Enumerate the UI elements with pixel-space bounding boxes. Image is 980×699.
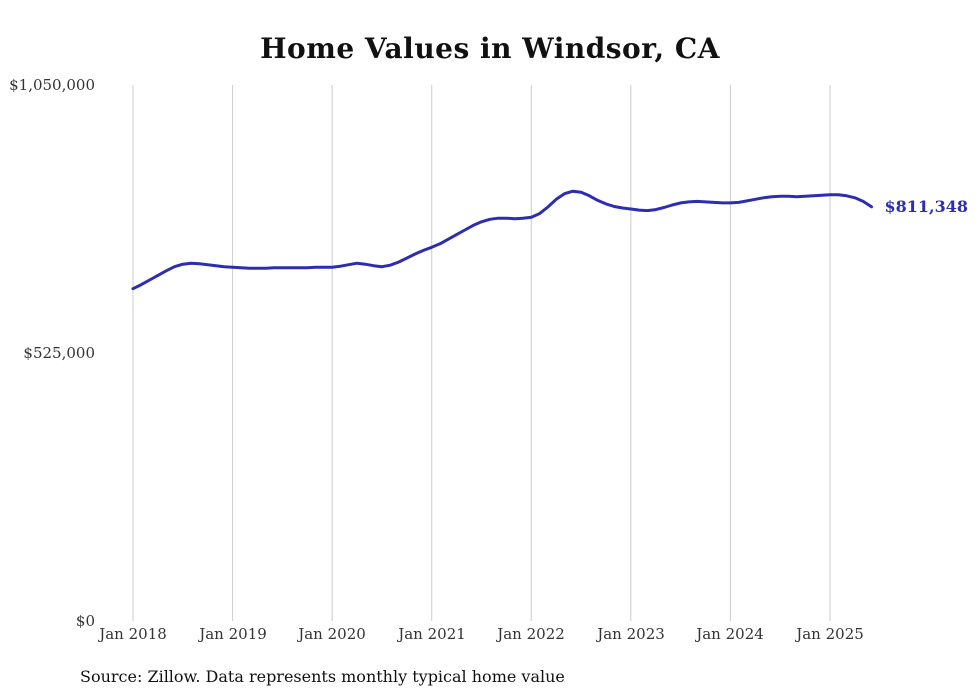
source-note: Source: Zillow. Data represents monthly … [80,667,565,686]
y-tick-label-zero: $0 [75,612,95,630]
x-tick-label-2025: Jan 2025 [796,625,864,643]
home-value-line [131,189,873,291]
x-tick-label-2020: Jan 2020 [298,625,366,643]
x-tick-label-2022: Jan 2022 [497,625,565,643]
last-value-label: $811,348 [884,196,968,216]
y-tick-label-mid: $525,000 [23,344,95,362]
x-tick-label-2018: Jan 2018 [99,625,167,643]
x-tick-label-2019: Jan 2019 [199,625,267,643]
chart-title: Home Values in Windsor, CA [260,32,720,65]
x-tick-label-2024: Jan 2024 [696,625,764,643]
y-tick-label-top: $1,050,000 [9,76,95,94]
x-tick-label-2023: Jan 2023 [597,625,665,643]
x-tick-label-2021: Jan 2021 [398,625,466,643]
